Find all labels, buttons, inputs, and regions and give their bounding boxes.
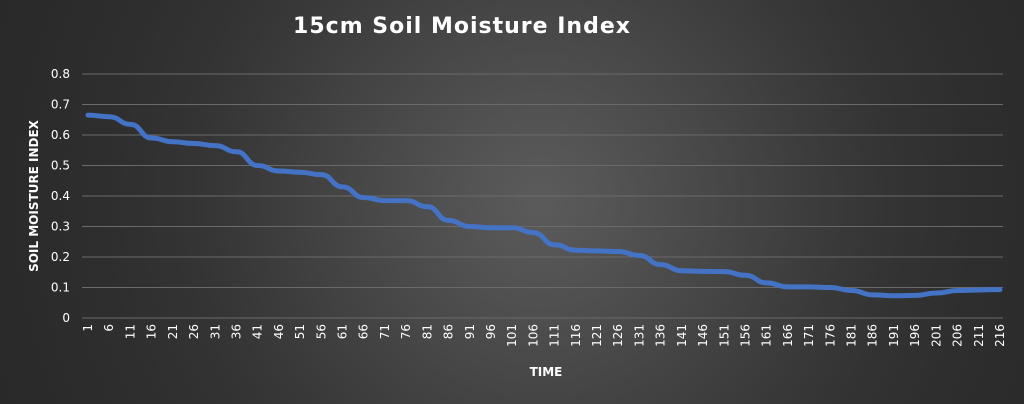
x-tick-label: 171	[802, 324, 816, 347]
x-tick-label: 66	[357, 324, 371, 339]
x-tick-label: 16	[145, 324, 159, 339]
x-tick-label: 6	[102, 324, 116, 332]
y-axis-ticks: 0 0.1 0.2 0.3 0.4 0.5 0.6 0.7 0.8	[51, 67, 70, 325]
x-tick-label: 91	[463, 324, 477, 339]
x-tick-label: 71	[378, 324, 392, 339]
x-tick-label: 131	[632, 324, 646, 347]
y-tick-label: 0.2	[51, 250, 70, 264]
x-tick-label: 121	[590, 324, 604, 347]
chart-title: 15cm Soil Moisture Index	[293, 14, 631, 39]
x-tick-label: 96	[484, 324, 498, 339]
x-tick-label: 156	[738, 324, 752, 347]
y-tick-label: 0.6	[51, 128, 70, 142]
x-tick-label: 201	[929, 324, 943, 347]
x-tick-label: 51	[293, 324, 307, 339]
x-tick-label: 116	[569, 324, 583, 347]
x-tick-label: 136	[654, 324, 668, 347]
x-tick-label: 36	[229, 324, 243, 339]
x-tick-label: 211	[972, 324, 986, 347]
series-layer	[85, 112, 1003, 299]
y-tick-label: 0.3	[51, 220, 70, 234]
x-tick-label: 206	[951, 324, 965, 347]
y-tick-label: 0.1	[51, 281, 70, 295]
x-tick-label: 11	[123, 324, 137, 339]
x-tick-label: 41	[251, 324, 265, 339]
x-tick-label: 86	[442, 324, 456, 339]
x-tick-label: 181	[845, 324, 859, 347]
x-tick-label: 126	[611, 324, 625, 347]
x-tick-label: 151	[717, 324, 731, 347]
x-tick-label: 56	[314, 324, 328, 339]
y-tick-label: 0.4	[51, 189, 70, 203]
x-tick-label: 176	[823, 324, 837, 347]
x-tick-label: 161	[760, 324, 774, 347]
x-tick-label: 26	[187, 324, 201, 339]
x-tick-label: 216	[993, 324, 1007, 347]
y-tick-label: 0.5	[51, 159, 70, 173]
y-tick-label: 0	[62, 311, 70, 325]
x-tick-label: 61	[336, 324, 350, 339]
x-tick-label: 21	[166, 324, 180, 339]
x-tick-label: 146	[696, 324, 710, 347]
y-axis-label: SOIL MOISTURE INDEX	[27, 119, 41, 272]
x-tick-label: 111	[548, 324, 562, 347]
x-tick-label: 81	[420, 324, 434, 339]
x-tick-label: 196	[908, 324, 922, 347]
x-tick-label: 46	[272, 324, 286, 339]
x-tick-label: 186	[866, 324, 880, 347]
x-tick-label: 76	[399, 324, 413, 339]
x-axis-label: TIME	[530, 365, 563, 379]
x-tick-label: 31	[208, 324, 222, 339]
x-tick-label: 191	[887, 324, 901, 347]
x-axis-ticks: 1 6 11 16 21 26 31 36 41 46 51 56 61 66 71 76 81 86 91 96 10…	[81, 324, 1007, 347]
series-line	[85, 112, 1003, 299]
y-tick-label: 0.7	[51, 98, 70, 112]
x-tick-label: 101	[505, 324, 519, 347]
x-tick-label: 166	[781, 324, 795, 347]
x-tick-label: 106	[526, 324, 540, 347]
gridlines	[82, 73, 1003, 319]
x-tick-label: 1	[81, 324, 95, 332]
x-tick-label: 141	[675, 324, 689, 347]
y-tick-label: 0.8	[51, 67, 70, 81]
